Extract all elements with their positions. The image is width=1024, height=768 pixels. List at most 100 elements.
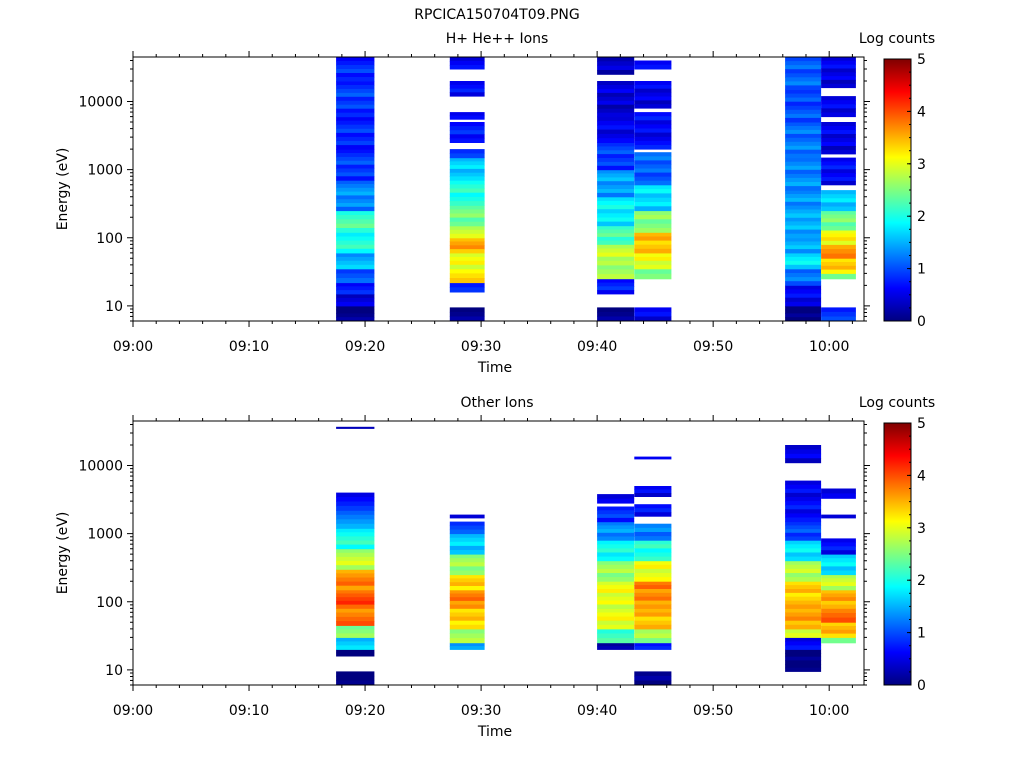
heatmap-cell [785,133,822,139]
heatmap-cell [785,445,822,450]
heatmap-cell [336,528,375,533]
heatmap-cell [821,600,856,606]
heatmap-cell [449,545,485,551]
heatmap-cell [449,642,485,647]
heatmap-cell [785,241,822,246]
heatmap-cell [449,184,485,190]
heatmap-cell [336,223,375,229]
heatmap-cell [634,210,672,216]
heatmap-cell [449,161,485,166]
heatmap-cell [634,140,672,146]
heatmap-cell [597,589,635,594]
heatmap-cell [449,541,485,547]
heatmap-cell [597,129,635,135]
figure-title: RPCICA150704T09.PNG [414,7,579,23]
heatmap-cell [449,225,485,231]
heatmap-cell [634,264,672,270]
heatmap-cell [449,188,485,194]
heatmap-cell [634,680,672,686]
heatmap-cell [449,616,485,622]
heatmap-cell [785,517,822,523]
heatmap-cell [336,633,375,638]
heatmap-cell [449,268,485,274]
heatmap-cell [336,273,375,279]
x-tick-label: 09:10 [229,339,269,355]
heatmap-cell [597,248,635,254]
heatmap-cell [821,173,856,178]
heatmap-cell [634,307,672,313]
heatmap-cell [597,564,635,570]
heatmap-cell [634,532,672,537]
heatmap-cell [785,458,822,464]
heatmap-cell [785,81,822,86]
heatmap-cell [785,281,822,286]
heatmap-cell [785,556,822,562]
heatmap-cell [821,210,856,215]
heatmap-cell [821,161,856,166]
heatmap-cell [821,626,856,631]
heatmap-cell [785,289,822,295]
y-axis-label: Energy (eV) [55,148,71,231]
heatmap-cell [336,519,375,525]
x-axis-label: Time [477,360,512,376]
heatmap-cell [821,629,856,635]
heatmap-cell [449,130,485,135]
heatmap-cell [336,252,375,258]
heatmap-cell [597,307,635,313]
heatmap-cell [597,592,635,598]
heatmap-cell [785,624,822,630]
heatmap-cell [597,125,635,131]
heatmap-cell [785,268,822,274]
heatmap-cell [785,213,822,218]
heatmap-cell [785,616,822,622]
heatmap-cell [634,642,672,647]
heatmap-cell [336,585,375,591]
heatmap-cell [597,260,635,266]
heatmap-cell [336,128,375,134]
heatmap-cell [597,161,635,167]
heatmap-cell [597,205,635,210]
heatmap-cell [785,667,822,672]
heatmap-cell [821,76,856,81]
heatmap-cell [785,190,822,195]
heatmap-cell [634,568,672,574]
heatmap-cell [336,675,375,681]
colorbar-tick-label: 2 [917,209,926,225]
heatmap-cell [634,128,672,134]
heatmap-cell [634,100,672,105]
heatmap-cell [821,138,856,143]
heatmap-cell [785,641,822,646]
heatmap-cell [821,597,856,602]
heatmap-cell [634,589,672,594]
heatmap-cell [597,189,635,194]
heatmap-cell [821,100,856,105]
heatmap-cell [336,61,375,66]
heatmap-cell [449,620,485,626]
heatmap-cell [634,81,672,86]
heatmap-cell [634,456,672,460]
heatmap-cell [634,236,672,242]
heatmap-cell [785,161,822,167]
heatmap-cell [449,628,485,634]
heatmap-cell [785,109,822,115]
heatmap-cell [634,624,672,630]
heatmap-cell [336,248,375,254]
heatmap-cell [785,480,822,486]
heatmap-cell [336,569,375,574]
colorbar-tick-label: 5 [917,416,926,432]
heatmap-cell [336,573,375,578]
heatmap-cell [449,260,485,266]
heatmap-cell [785,484,822,490]
colorbar-gradient [883,58,912,322]
heatmap-cell [821,617,856,623]
heatmap-cell [634,600,672,605]
heatmap-cell [336,544,375,550]
heatmap-cell [336,536,375,541]
heatmap-cell [336,104,375,110]
heatmap-cell [821,570,856,576]
heatmap-cell [821,316,856,322]
heatmap-cell [597,138,635,143]
heatmap-cell [597,274,635,280]
heatmap-cell [597,200,635,206]
heatmap-cell [821,589,856,594]
